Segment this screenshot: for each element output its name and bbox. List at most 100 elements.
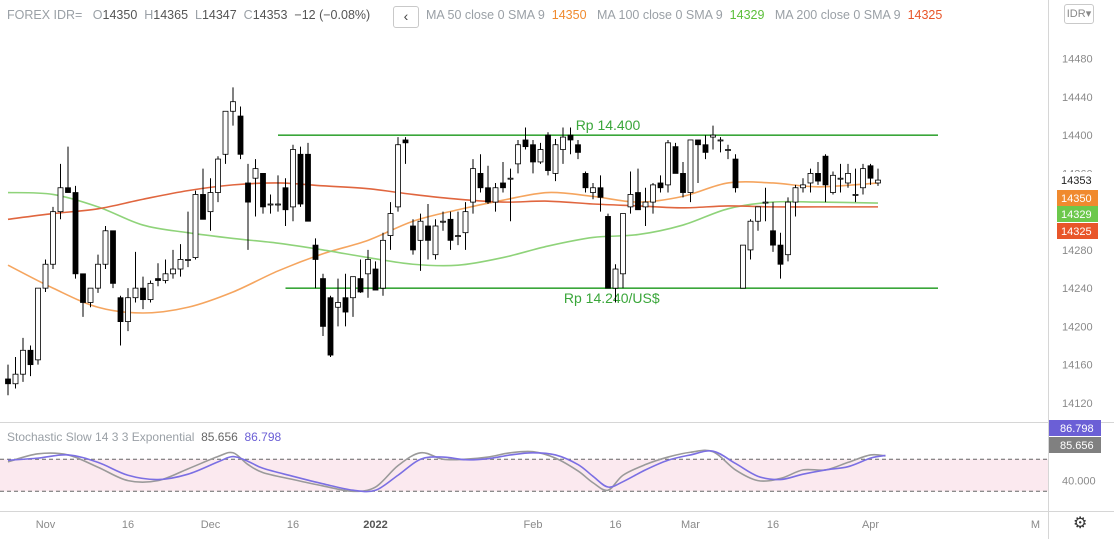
candle-body	[357, 278, 364, 293]
currency-select[interactable]: IDR▾	[1064, 4, 1094, 24]
candle-body	[425, 225, 431, 241]
candle-body	[792, 187, 799, 203]
candle-body	[237, 115, 244, 155]
legend-moving-averages: MA 50 close 0 SMA 9 14350 MA 100 close 0…	[426, 8, 942, 22]
candle-body	[282, 187, 289, 211]
candle-body	[807, 173, 814, 184]
time-tick-label: 16	[287, 519, 299, 531]
candle-body	[20, 349, 26, 375]
candle-body	[560, 136, 566, 150]
low-label: L	[195, 8, 202, 22]
candle-body	[860, 168, 866, 189]
stochastic-k-tag-text: 85.656	[1060, 440, 1094, 452]
candle-body	[335, 302, 341, 308]
candle-body	[312, 244, 319, 260]
ma50-price-tag-text: 14350	[1061, 193, 1092, 205]
candle-body	[545, 134, 551, 171]
stochastic-label: Stochastic Slow 14 3 3 Exponential	[7, 430, 195, 444]
candle-body	[455, 235, 461, 237]
ma50-value: 14350	[551, 8, 587, 22]
ma200-label: MA 200 close 0 SMA 9	[774, 8, 901, 22]
candle-body	[522, 139, 529, 148]
price-tick-label: 14160	[1062, 360, 1093, 372]
price-tick-label: 14240	[1062, 283, 1093, 295]
candle-body	[800, 184, 806, 189]
time-tick-label: Dec	[201, 519, 221, 531]
candle-body	[582, 173, 589, 189]
ma50-price-tag	[1057, 190, 1098, 206]
candle-body	[717, 139, 724, 142]
candle-body	[477, 173, 484, 189]
symbol-label: FOREX IDR=	[7, 8, 83, 22]
stochastic-overbought-oversold-band	[0, 459, 1048, 492]
candle-body	[372, 268, 379, 291]
candle-body	[567, 134, 574, 141]
candle-body	[12, 373, 19, 385]
candle-body	[132, 287, 139, 299]
candle-body	[830, 174, 836, 193]
candle-body	[305, 153, 311, 222]
candle-body	[492, 187, 499, 203]
stochastic-d-line	[7, 450, 886, 493]
stochastic-k-line	[7, 449, 886, 493]
time-axis[interactable]: Nov 16 Dec 16 2022 Feb 16 Mar 16 Apr M	[36, 519, 1040, 531]
candle-body	[822, 155, 829, 186]
candle-body	[395, 144, 401, 208]
candle-body	[710, 134, 716, 138]
change-value: −12 (−0.08%)	[294, 8, 371, 22]
time-tick-label: 2022	[363, 519, 387, 531]
time-tick-label: 16	[122, 519, 134, 531]
collapse-legend-button[interactable]: ‹	[393, 6, 419, 28]
candle-body	[507, 177, 514, 180]
candle-body	[755, 206, 761, 222]
candle-body	[162, 273, 169, 281]
candle-body	[252, 168, 259, 179]
candle-body	[5, 378, 11, 385]
candle-body	[140, 287, 146, 301]
candle-body	[612, 268, 619, 289]
candle-body	[815, 173, 821, 182]
ma100-line	[7, 191, 879, 267]
candle-body	[42, 263, 49, 289]
price-tick-label: 14480	[1062, 54, 1093, 66]
open-value: 14350	[102, 8, 138, 22]
candle-body	[65, 187, 71, 193]
ma100-value: 14329	[729, 8, 765, 22]
candle-body	[320, 278, 326, 327]
candle-body	[35, 287, 41, 361]
ma200-line	[7, 182, 878, 221]
time-tick-label: 16	[609, 519, 621, 531]
candle-body	[342, 297, 349, 313]
candle-body	[530, 144, 536, 163]
candle-body	[275, 203, 281, 206]
stochastic-d-tag	[1049, 420, 1101, 436]
candle-body	[537, 149, 544, 163]
candle-body	[402, 139, 409, 144]
candle-body	[290, 149, 296, 208]
candle-body	[837, 177, 844, 180]
candle-body	[387, 213, 394, 236]
candle-body	[575, 144, 581, 153]
candle-body	[627, 194, 634, 208]
candle-body	[170, 268, 176, 275]
chevron-left-icon: ‹	[403, 8, 409, 24]
candle-body	[365, 259, 371, 275]
candle-body	[515, 144, 521, 165]
candle-body	[732, 158, 739, 189]
candle-body	[597, 187, 604, 198]
candle-body	[867, 165, 874, 179]
candle-body	[207, 192, 214, 213]
price-tick-label: 14440	[1062, 92, 1093, 104]
candle-body	[447, 218, 454, 241]
time-tick-label: 16	[767, 519, 779, 531]
candle-body	[695, 139, 701, 146]
gear-icon[interactable]: ⚙	[1073, 515, 1088, 532]
ma200-price-tag-text: 14325	[1061, 226, 1092, 238]
candle-body	[327, 297, 334, 356]
candle-body	[635, 192, 641, 211]
candle-body	[95, 263, 101, 289]
support-resistance-lines[interactable]: Rp 14.400 Rp 14.240/US$	[278, 117, 938, 306]
price-tick-label: 14400	[1062, 130, 1093, 142]
